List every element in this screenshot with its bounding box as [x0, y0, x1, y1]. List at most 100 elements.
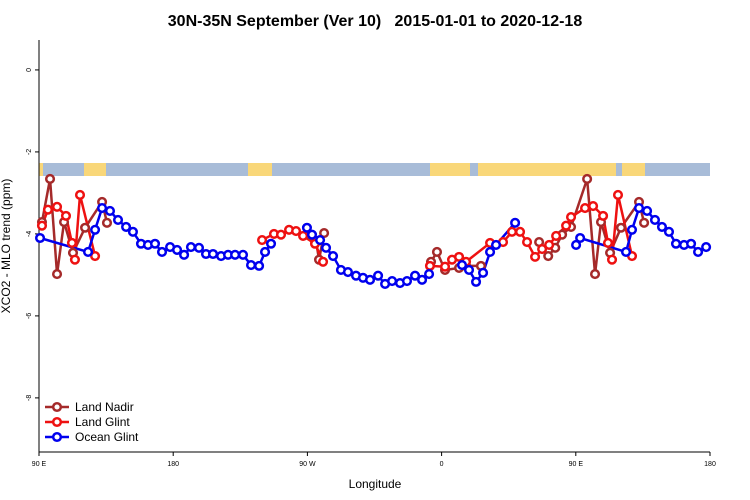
data-point	[51, 269, 63, 280]
data-point	[112, 214, 124, 226]
data-point	[615, 222, 627, 233]
data-point	[121, 221, 132, 232]
data-point	[83, 246, 94, 257]
data-point	[670, 238, 682, 249]
data-point	[431, 246, 443, 257]
y-tick-label: -6	[26, 313, 33, 319]
legend-marker	[51, 431, 63, 443]
data-point	[579, 203, 591, 214]
data-point	[207, 248, 219, 260]
data-point	[237, 249, 249, 260]
x-axis-label: Longitude	[349, 477, 402, 491]
data-point	[97, 203, 108, 214]
land-band	[39, 163, 43, 176]
data-point	[589, 269, 601, 280]
data-point	[230, 249, 241, 260]
legend-marker	[51, 416, 63, 428]
data-point	[291, 225, 302, 237]
x-tick-label: 0	[440, 461, 444, 468]
land-ocean-band	[39, 163, 710, 176]
data-point	[298, 230, 309, 242]
data-point	[306, 229, 318, 240]
data-point	[551, 230, 562, 242]
data-point	[621, 246, 632, 257]
data-point	[51, 201, 63, 212]
data-point	[575, 232, 586, 244]
land-band	[430, 163, 470, 176]
data-point	[701, 241, 712, 253]
data-point	[417, 274, 428, 285]
data-point	[260, 246, 271, 257]
data-point	[649, 214, 661, 226]
chart-title: 30N-35N September (Ver 10) 2015-01-01 to…	[168, 13, 583, 30]
data-point	[265, 238, 277, 249]
data-point	[424, 269, 435, 280]
data-point	[156, 246, 168, 257]
data-point	[470, 276, 482, 287]
data-point	[172, 244, 183, 255]
data-point	[42, 204, 53, 215]
data-point	[663, 226, 675, 237]
data-point	[456, 260, 468, 271]
data-point	[478, 267, 489, 278]
data-point	[179, 249, 190, 260]
data-point	[612, 189, 624, 201]
data-point	[401, 276, 413, 287]
land-band	[84, 163, 106, 176]
data-point	[36, 220, 48, 231]
data-point	[193, 242, 205, 253]
data-point	[537, 244, 548, 255]
data-point	[315, 235, 326, 246]
data-point	[318, 256, 329, 267]
legend-label: Ocean Glint	[75, 430, 139, 444]
data-point	[686, 238, 697, 249]
land-band	[622, 163, 645, 176]
data-point	[582, 173, 593, 185]
data-point	[439, 261, 451, 272]
data-point	[626, 224, 638, 235]
data-point	[185, 241, 196, 253]
x-tick-label: 90 E	[569, 461, 584, 468]
data-point	[245, 260, 257, 271]
data-point	[485, 246, 496, 257]
data-point	[530, 251, 541, 262]
data-point	[639, 217, 650, 228]
data-point	[463, 264, 475, 276]
data-point	[101, 217, 113, 228]
data-point	[301, 222, 313, 233]
data-point	[656, 221, 668, 232]
land-band	[478, 163, 616, 176]
data-point	[364, 274, 376, 285]
data-point	[127, 226, 138, 237]
data-point	[149, 238, 161, 249]
data-point	[565, 212, 577, 223]
data-point	[453, 251, 465, 262]
data-point	[410, 270, 421, 281]
data-point	[320, 242, 332, 253]
data-point	[90, 224, 101, 235]
data-point	[74, 189, 86, 201]
data-point	[275, 229, 287, 240]
data-point	[34, 232, 46, 244]
x-tick-label: 90 W	[299, 461, 316, 468]
data-point	[606, 254, 618, 265]
y-tick-label: 0	[26, 68, 33, 72]
data-point	[373, 270, 384, 281]
data-point	[633, 203, 645, 214]
data-point	[319, 228, 330, 239]
x-tick-label: 90 E	[32, 461, 47, 468]
data-point	[521, 237, 533, 248]
data-point	[510, 217, 521, 228]
data-point	[543, 250, 554, 262]
data-point	[387, 276, 398, 287]
y-tick-label: -8	[26, 395, 33, 401]
data-point	[490, 239, 502, 251]
legend-marker	[51, 401, 63, 413]
y-axis-label: XCO2 - MLO trend (ppm)	[0, 179, 13, 314]
data-point	[66, 237, 78, 248]
y-tick-label: -4	[26, 231, 33, 237]
x-tick-label: 180	[167, 461, 179, 468]
data-point	[257, 235, 268, 246]
data-point	[693, 246, 704, 257]
data-point	[561, 220, 572, 231]
